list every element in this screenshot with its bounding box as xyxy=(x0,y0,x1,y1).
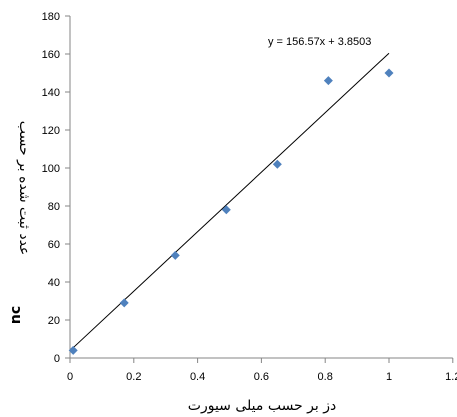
trendline-equation: y = 156.57x + 3.8503 xyxy=(268,36,371,48)
y-tick-label: 20 xyxy=(48,315,60,327)
x-tick-label: 0.2 xyxy=(126,371,141,383)
trendline xyxy=(69,52,390,352)
y-axis-unit-group: nc xyxy=(8,306,24,324)
y-tick-label: 180 xyxy=(42,11,60,23)
data-points xyxy=(68,68,394,355)
x-axis-ticks: 0 0.2 0.4 0.6 0.8 1 1.2 xyxy=(67,358,457,383)
data-point xyxy=(68,345,78,355)
y-axis-unit: nc xyxy=(8,306,24,324)
data-point xyxy=(221,205,231,215)
y-axis-title-group: عدد ثبت شده بر حسب xyxy=(16,121,32,256)
x-tick-label: 0.4 xyxy=(190,371,205,383)
data-point xyxy=(170,250,180,260)
x-axis-title: دز بر حسب میلی سیورت xyxy=(188,398,336,414)
y-axis-title: عدد ثبت شده بر حسب xyxy=(16,121,32,256)
plot-area xyxy=(69,16,453,359)
y-tick-label: 160 xyxy=(42,49,60,61)
x-tick-label: 1.2 xyxy=(445,371,457,383)
y-tick-label: 40 xyxy=(48,277,60,289)
y-tick-label: 0 xyxy=(54,353,60,365)
y-tick-label: 100 xyxy=(42,163,60,175)
y-tick-label: 140 xyxy=(42,87,60,99)
x-tick-label: 0.8 xyxy=(318,371,333,383)
data-point xyxy=(119,298,129,308)
y-tick-label: 80 xyxy=(48,201,60,213)
y-tick-label: 60 xyxy=(48,239,60,251)
x-tick-label: 0 xyxy=(67,371,73,383)
y-tick-label: 120 xyxy=(42,125,60,137)
x-tick-label: 0.6 xyxy=(254,371,269,383)
x-tick-label: 1 xyxy=(386,371,392,383)
data-point xyxy=(323,76,333,86)
data-point xyxy=(384,68,394,78)
y-axis-ticks: 0 20 40 60 80 100 120 140 160 180 xyxy=(42,11,70,365)
data-point xyxy=(272,159,282,169)
trendline-line xyxy=(69,52,390,352)
